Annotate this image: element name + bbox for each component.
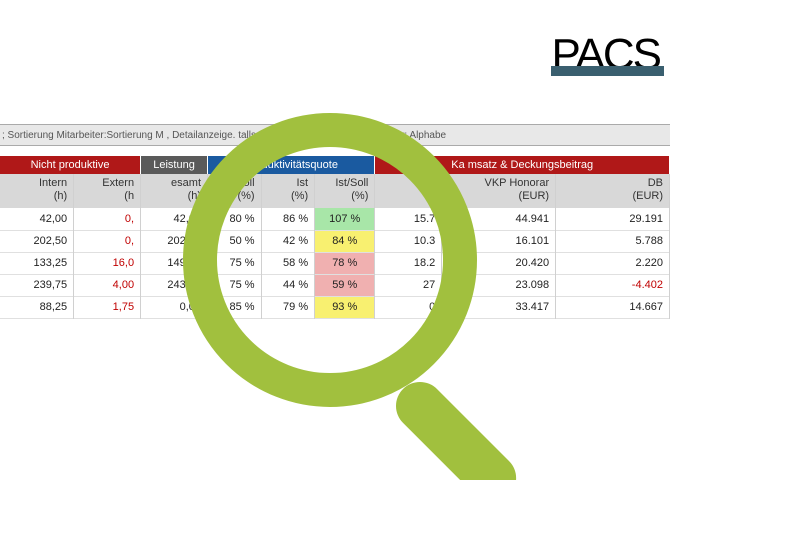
section-row: Nicht produktive Leistung Produktivitäts… [0,156,670,174]
cell-vkp: 33.417 [442,296,556,318]
table-row: 88,251,750,0085 %79 %93 %033.41714.667 [0,296,670,318]
table-row: 42,000,42,0080 %86 %107 %15.744.94129.19… [0,208,670,230]
col-eur1: (Eu [375,174,442,208]
cell-ist-soll: 107 % [315,208,375,230]
cell-eur1: 10.3 [375,230,442,252]
cell-ist-soll: 93 % [315,296,375,318]
pacs-logo: PACS [551,30,660,80]
cell-intern: 42,00 [0,208,74,230]
logo-underline [551,66,664,76]
cell-soll: 75 % [208,274,262,296]
cell-soll: 85 % [208,296,262,318]
cell-db: 5.788 [556,230,670,252]
cell-eur1: 18.2 [375,252,442,274]
cell-ist: 86 % [261,208,315,230]
cell-ist-soll: 59 % [315,274,375,296]
cell-ist-soll: 78 % [315,252,375,274]
report-table: Nicht produktive Leistung Produktivitäts… [0,156,670,319]
col-db: DB(EUR) [556,174,670,208]
section-produktivitaetsquote: Produktivitätsquote [208,156,375,174]
cell-db: -4.402 [556,274,670,296]
cell-intern: 202,50 [0,230,74,252]
cell-ist: 79 % [261,296,315,318]
section-nicht-produktiv: Nicht produktive [0,156,141,174]
cell-eur1: 27 [375,274,442,296]
cell-gesamt: 202,50 [141,230,208,252]
cell-extern: 0, [74,230,141,252]
section-kalkumsatz-db: Ka msatz & Deckungsbeitrag [375,156,670,174]
report-table-wrap: Nicht produktive Leistung Produktivitäts… [0,156,670,319]
cell-gesamt: 42,00 [141,208,208,230]
cell-eur1: 0 [375,296,442,318]
col-ist: Ist(%) [261,174,315,208]
table-row: 239,754,00243,7575 %44 %59 %2723.098-4.4… [0,274,670,296]
cell-eur1: 15.7 [375,208,442,230]
column-header-row: Intern(h) Extern(h esamt(h) Soll(%) Ist(… [0,174,670,208]
cell-extern: 4,00 [74,274,141,296]
cell-soll: 50 % [208,230,262,252]
cell-vkp: 20.420 [442,252,556,274]
cell-soll: 80 % [208,208,262,230]
cell-intern: 133,25 [0,252,74,274]
cell-vkp: 16.101 [442,230,556,252]
cell-gesamt: 149,25 [141,252,208,274]
col-vkp-honorar: VKP Honorar(EUR) [442,174,556,208]
cell-gesamt: 243,75 [141,274,208,296]
col-extern: Extern(h [74,174,141,208]
cell-gesamt: 0,00 [141,296,208,318]
cell-ist: 58 % [261,252,315,274]
cell-ist: 44 % [261,274,315,296]
col-intern: Intern(h) [0,174,74,208]
cell-ist-soll: 84 % [315,230,375,252]
cell-ist: 42 % [261,230,315,252]
table-body: 42,000,42,0080 %86 %107 %15.744.94129.19… [0,208,670,318]
cell-vkp: 23.098 [442,274,556,296]
filter-bar: ; Sortierung Mitarbeiter:Sortierung M , … [0,124,670,146]
cell-vkp: 44.941 [442,208,556,230]
cell-extern: 0, [74,208,141,230]
cell-db: 14.667 [556,296,670,318]
cell-soll: 75 % [208,252,262,274]
col-gesamt: esamt(h) [141,174,208,208]
cell-extern: 16,0 [74,252,141,274]
cell-db: 2.220 [556,252,670,274]
table-row: 202,500,202,5050 %42 %84 %10.316.1015.78… [0,230,670,252]
cell-db: 29.191 [556,208,670,230]
cell-intern: 88,25 [0,296,74,318]
cell-extern: 1,75 [74,296,141,318]
table-row: 133,2516,0149,2575 %58 %78 %18.220.4202.… [0,252,670,274]
col-ist-soll: Ist/Soll(%) [315,174,375,208]
section-leistung: Leistung [141,156,208,174]
cell-intern: 239,75 [0,274,74,296]
col-soll: Soll(%) [208,174,262,208]
